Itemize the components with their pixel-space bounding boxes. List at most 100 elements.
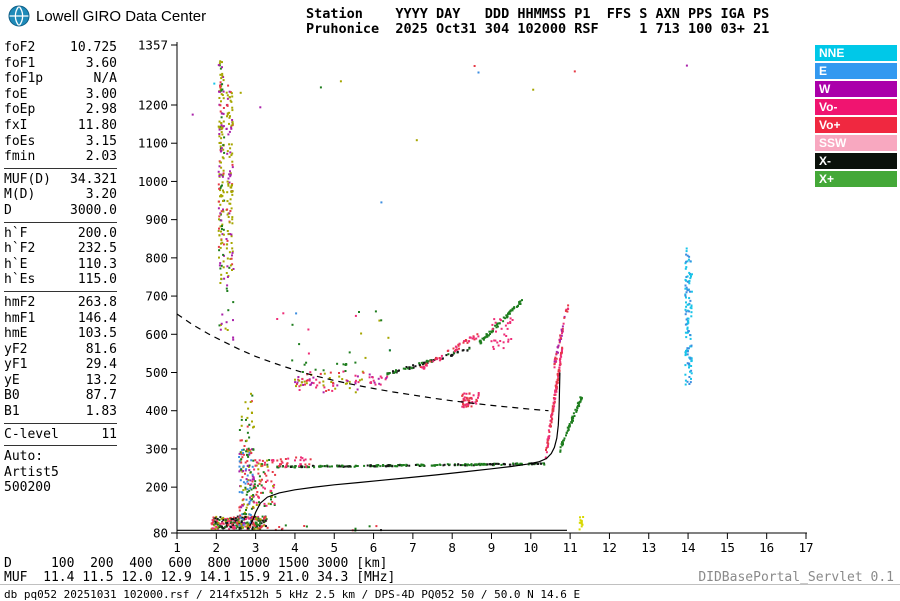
param-value: 3.15 [85, 133, 117, 149]
y-axis-tick-label: 300 [145, 441, 168, 456]
param-label: h`E [4, 256, 28, 272]
direction-legend: NNE E W Vo- Vo+ SSW X- X+ [815, 45, 897, 189]
param-label: foEs [4, 133, 36, 149]
param-row-ye: yE 13.2 [4, 373, 117, 389]
curve-muf-transmission [176, 313, 549, 412]
param-value: 34.321 [70, 171, 117, 187]
x-axis-tick-label: 17 [798, 540, 813, 555]
echo-cluster-e-column [238, 448, 255, 527]
echo-point [415, 139, 418, 142]
echo-cluster-foF2-asymptote-top [553, 304, 570, 369]
param-label: h`F2 [4, 241, 36, 257]
param-row-hme: hmE 103.5 [4, 326, 117, 342]
param-value: 146.4 [77, 310, 117, 326]
param-row-h-es: h`Es 115.0 [4, 272, 117, 288]
param-value: 81.6 [85, 341, 117, 357]
y-axis-tick-label: 900 [145, 212, 168, 227]
param-row-d: D 3000.0 [4, 203, 117, 219]
echo-point [213, 82, 216, 85]
echo-cluster-top-column-1 [217, 60, 226, 269]
panel-divider [4, 290, 117, 292]
param-value: 3000.0 [70, 202, 117, 218]
echo-cluster-e-column-top [238, 392, 255, 450]
param-label: foF1p [4, 71, 44, 87]
param-value: 3.00 [85, 86, 117, 102]
param-row-fof1: foF1 3.60 [4, 56, 117, 72]
param-row-c-level: C-level 11 [4, 427, 117, 443]
param-value: N/A [93, 71, 117, 87]
param-row-fxi: fxI 11.80 [4, 118, 117, 134]
legend-item-nne: NNE [815, 45, 897, 61]
y-axis-tick-label: 1357 [138, 38, 168, 53]
echo-point [573, 70, 576, 73]
echo-point [259, 106, 262, 109]
param-row-yf2: yF2 81.6 [4, 342, 117, 358]
legend-item-vo: Vo- [815, 99, 897, 115]
station-value-row: Pruhonice 2025 Oct31 304 102000 RSF 1 71… [306, 21, 770, 37]
param-label: Artist5 [4, 464, 59, 480]
param-label: 500200 [4, 480, 51, 496]
param-label: foE [4, 86, 28, 102]
echo-point [319, 86, 322, 89]
footer-divider [0, 584, 900, 585]
echo-point [354, 314, 357, 317]
panel-divider [4, 422, 117, 424]
legend-item-w: W [815, 81, 897, 97]
y-axis-tick-label: 1200 [138, 97, 168, 112]
station-header-row: Station YYYY DAY DDD HHMMSS P1 FFS S AXN… [306, 6, 770, 22]
param-value: 3.60 [85, 55, 117, 71]
param-label: yF2 [4, 341, 28, 357]
servlet-version: DIDBasePortal_Servlet 0.1 [698, 570, 894, 585]
echo-layer [191, 60, 693, 532]
param-row-fof1p: foF1p N/A [4, 71, 117, 87]
param-row-artist5: Artist5 [4, 465, 117, 481]
param-label: hmF1 [4, 310, 36, 326]
x-axis-tick-label: 2 [213, 540, 221, 555]
legend-item-ssw: SSW [815, 135, 897, 151]
parameter-panel: foF2 10.725 foF1 3.60 foF1p N/A foE 3.00 foEp 2.9… [4, 40, 117, 496]
param-row-foep: foEp 2.98 [4, 102, 117, 118]
echo-cluster-oblique-streak [684, 247, 693, 386]
brand: Lowell GIRO Data Center [8, 5, 206, 27]
legend-item-x: X+ [815, 171, 897, 187]
x-axis-tick-label: 12 [602, 540, 617, 555]
brand-title: Lowell GIRO Data Center [36, 7, 207, 25]
curve-trace-fit [249, 372, 561, 527]
param-value: 13.2 [85, 372, 117, 388]
echo-point [276, 318, 279, 320]
x-axis-tick-label: 3 [252, 540, 260, 555]
echo-cluster-yellow-marks [578, 516, 585, 531]
y-axis-tick-label: 600 [145, 327, 168, 342]
param-value: 11.80 [77, 117, 117, 133]
param-label: fxI [4, 117, 28, 133]
echo-cluster-mid-arc-pink [419, 333, 480, 370]
param-label: Auto: [4, 449, 44, 465]
echo-point [685, 64, 688, 67]
echo-cluster-right-arc-pink [490, 317, 514, 350]
x-axis-tick-label: 9 [488, 540, 496, 555]
station-info: Station YYYY DAY DDD HHMMSS P1 FFS S AXN… [306, 7, 769, 37]
panel-divider [4, 445, 117, 447]
param-label: fmin [4, 149, 36, 165]
legend-item-e: E [815, 63, 897, 79]
param-value: 200.0 [77, 225, 117, 241]
param-value: 232.5 [77, 241, 117, 257]
param-value: 29.4 [85, 357, 117, 373]
y-axis-tick-label: 800 [145, 250, 168, 265]
echo-cluster-blob [461, 392, 480, 409]
echo-cluster-right-arc-green [478, 299, 523, 345]
param-row-foe: foE 3.00 [4, 87, 117, 103]
param-label: B0 [4, 388, 20, 404]
panel-divider [4, 167, 117, 169]
param-row-muf-d: MUF(D) 34.321 [4, 172, 117, 188]
param-row-h-e: h`E 110.3 [4, 257, 117, 273]
param-value: 87.7 [85, 388, 117, 404]
x-axis-tick-label: 6 [370, 540, 378, 555]
echo-cluster-mid-specks [282, 311, 391, 362]
param-value: 3.20 [85, 187, 117, 203]
param-row-fmin: fmin 2.03 [4, 149, 117, 165]
echo-cluster-top-column-2 [225, 84, 234, 268]
